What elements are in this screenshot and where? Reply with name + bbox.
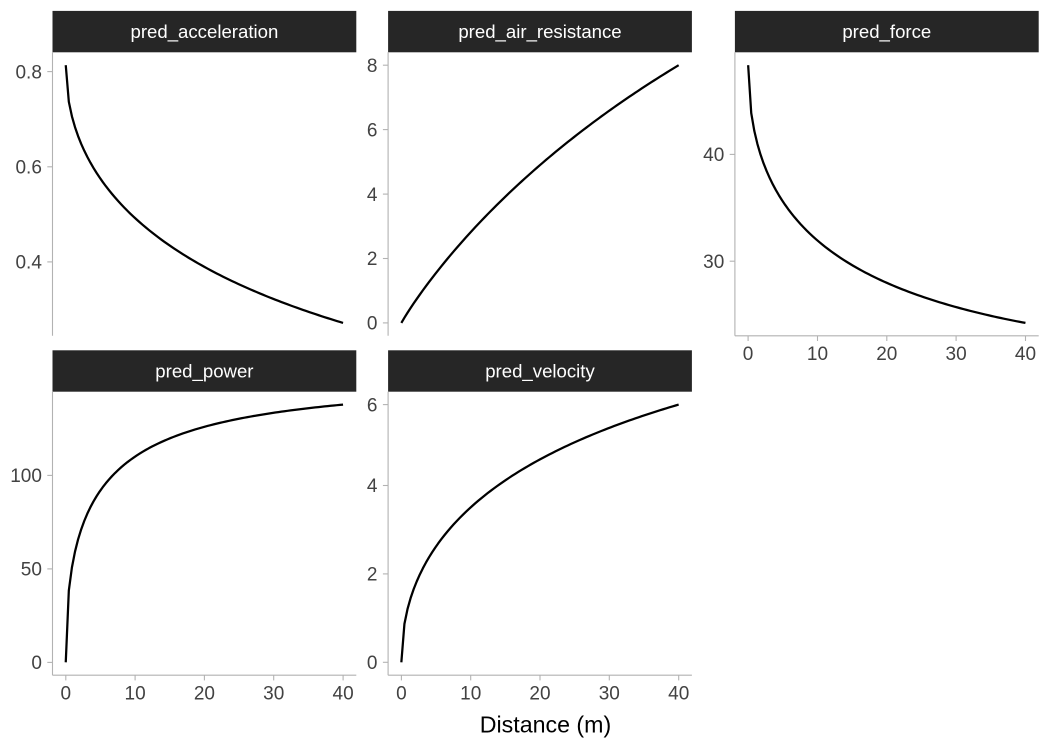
svg-text:pred_air_resistance: pred_air_resistance — [458, 21, 621, 43]
svg-text:8: 8 — [367, 56, 378, 77]
svg-text:0.6: 0.6 — [15, 158, 41, 179]
svg-text:30: 30 — [599, 683, 620, 704]
svg-text:0: 0 — [396, 683, 407, 704]
svg-text:0: 0 — [367, 653, 378, 674]
svg-text:0: 0 — [61, 683, 72, 704]
svg-text:0: 0 — [31, 653, 42, 674]
svg-text:2: 2 — [367, 249, 378, 270]
svg-text:40: 40 — [333, 683, 354, 704]
svg-text:10: 10 — [125, 683, 146, 704]
svg-text:30: 30 — [946, 344, 967, 365]
svg-text:0.4: 0.4 — [15, 253, 42, 274]
svg-text:40: 40 — [1015, 344, 1036, 365]
svg-text:30: 30 — [703, 252, 724, 273]
svg-text:2: 2 — [367, 565, 378, 586]
svg-text:40: 40 — [703, 145, 724, 166]
svg-text:Distance (m): Distance (m) — [480, 711, 611, 737]
svg-text:30: 30 — [263, 683, 284, 704]
svg-text:6: 6 — [367, 120, 378, 141]
svg-text:0: 0 — [743, 344, 754, 365]
svg-text:6: 6 — [367, 395, 378, 416]
svg-text:pred_force: pred_force — [842, 21, 931, 43]
svg-text:40: 40 — [668, 683, 689, 704]
svg-text:20: 20 — [876, 344, 897, 365]
svg-text:10: 10 — [460, 683, 481, 704]
svg-text:100: 100 — [10, 466, 42, 487]
svg-text:20: 20 — [194, 683, 215, 704]
svg-text:pred_velocity: pred_velocity — [485, 361, 595, 383]
svg-text:pred_power: pred_power — [155, 361, 253, 383]
svg-text:20: 20 — [529, 683, 550, 704]
svg-text:0.8: 0.8 — [15, 62, 41, 83]
svg-text:10: 10 — [807, 344, 828, 365]
svg-text:50: 50 — [21, 560, 42, 581]
svg-text:4: 4 — [367, 185, 378, 206]
svg-text:4: 4 — [367, 476, 378, 497]
svg-text:0: 0 — [367, 314, 378, 335]
svg-text:pred_acceleration: pred_acceleration — [130, 21, 278, 43]
